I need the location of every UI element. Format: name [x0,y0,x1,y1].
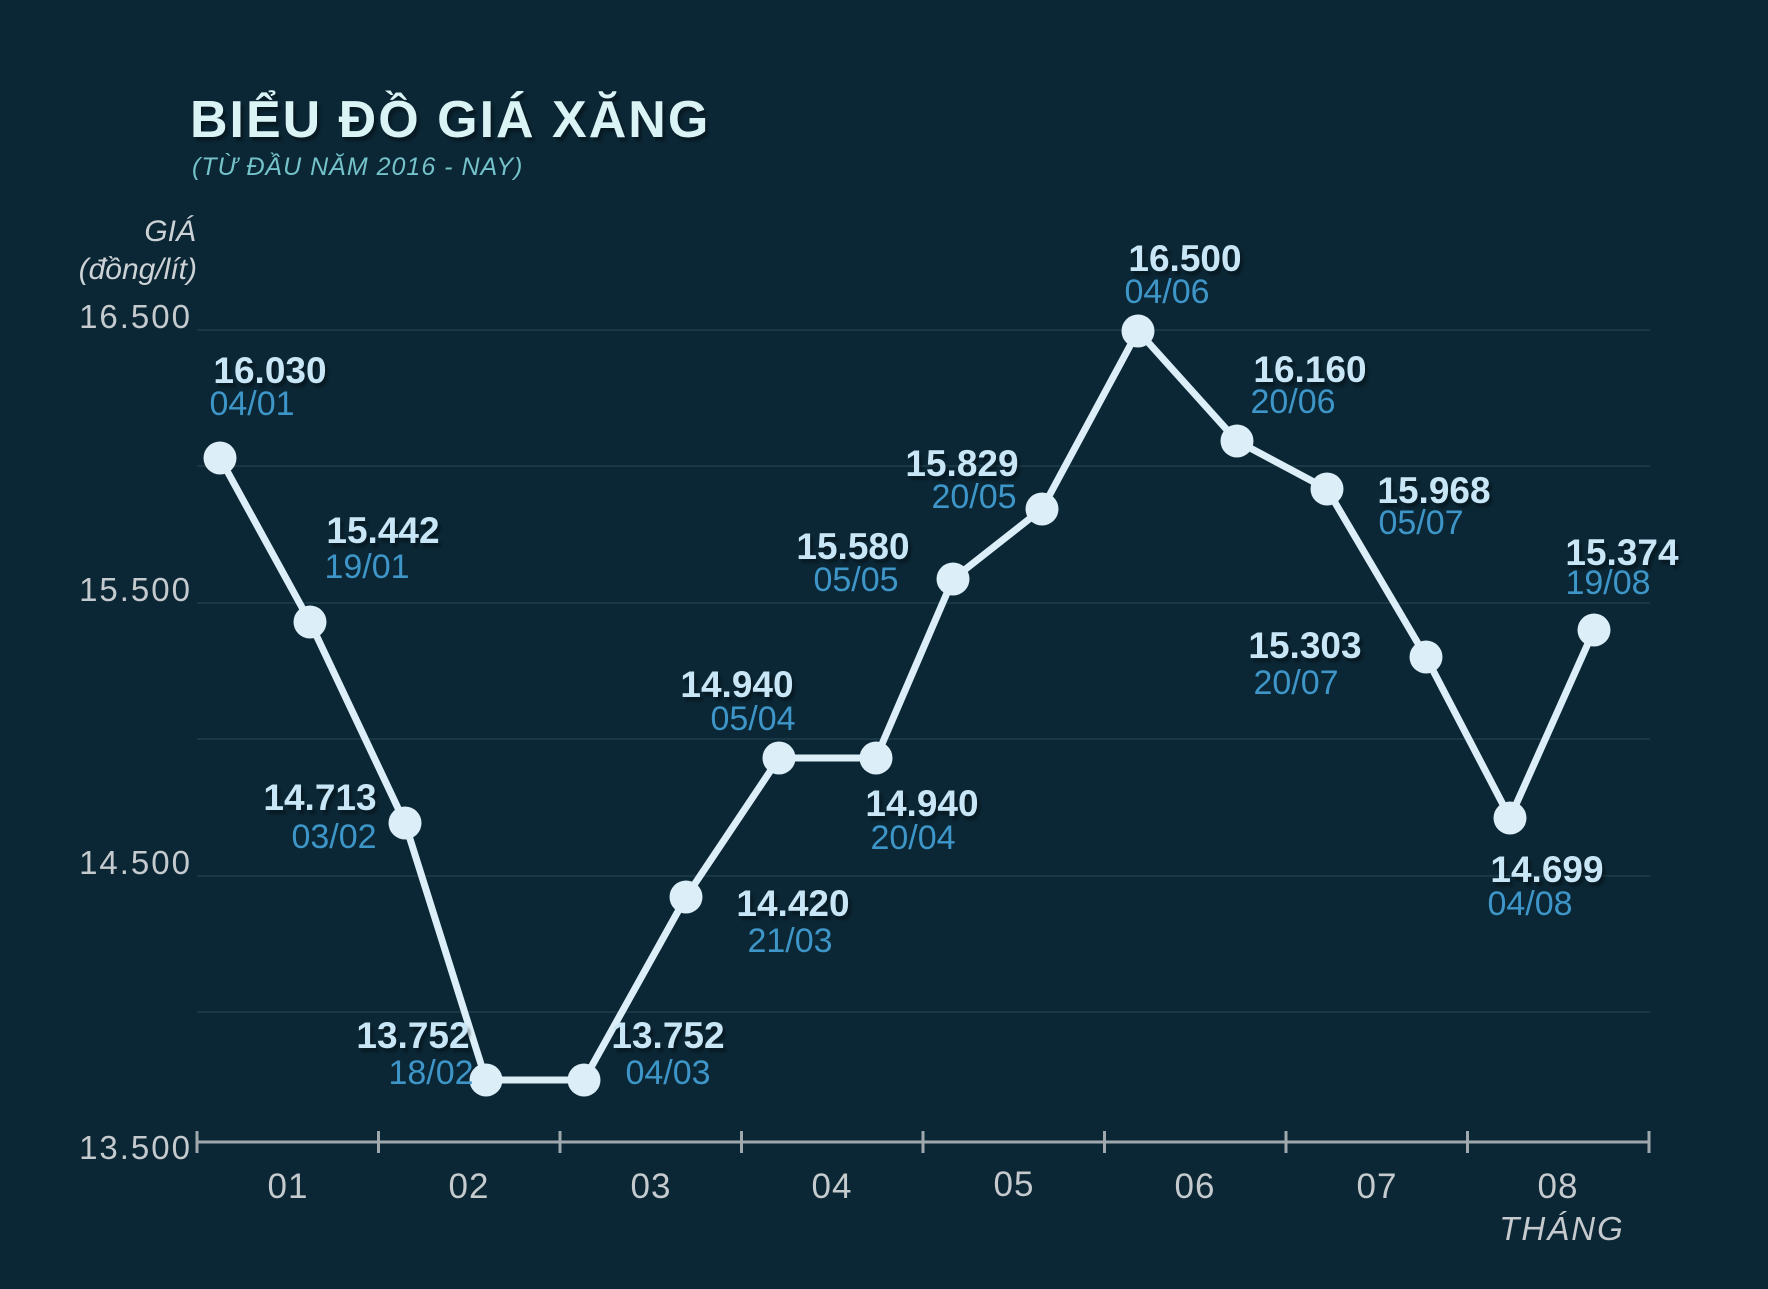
point-value-label: 15.968 [1377,470,1490,511]
x-tick-label: 08 [1538,1167,1579,1206]
point-date-label: 20/05 [931,478,1016,516]
point-value-label: 16.160 [1253,349,1366,390]
x-tick-label: 04 [812,1167,853,1206]
point-value-label: 13.752 [611,1015,724,1056]
y-axis-title-line1: GIÁ [144,215,196,248]
data-point [203,441,237,475]
data-point [936,562,970,596]
point-value-label: 15.442 [326,510,439,551]
point-date-label: 19/08 [1565,564,1650,602]
point-date-label: 04/06 [1124,273,1209,311]
data-point [762,741,796,775]
point-value-label: 15.374 [1565,532,1679,573]
data-point [1220,424,1254,458]
x-tick-label: 05 [994,1165,1035,1204]
data-point [1025,492,1059,526]
point-date-label: 19/01 [324,548,409,586]
point-value-label: 14.713 [263,777,376,818]
data-point [293,605,327,639]
data-point [1577,613,1611,647]
point-date-label: 20/06 [1250,383,1335,421]
point-value-label: 14.699 [1490,849,1603,890]
data-point [469,1063,503,1097]
point-value-label: 14.940 [865,783,978,824]
y-tick-label: 16.500 [79,298,192,335]
point-value-label: 15.580 [796,526,909,567]
point-value-label: 16.500 [1128,238,1241,279]
point-date-label: 03/02 [291,818,376,856]
point-date-label: 20/04 [870,819,955,857]
data-point [859,741,893,775]
data-point [669,880,703,914]
chart-layers: 16.03004/0115.44219/0114.71303/0213.7521… [195,238,1679,1153]
x-tick-label: 01 [268,1167,309,1206]
point-date-label: 04/03 [625,1054,710,1092]
x-tick-label: 07 [1357,1167,1398,1206]
point-date-label: 05/07 [1378,504,1463,542]
x-tick-label: 02 [449,1167,490,1206]
x-tick-label: 03 [631,1167,672,1206]
data-point [567,1063,601,1097]
x-tick-label: 06 [1175,1167,1216,1206]
x-axis-title: THÁNG [1499,1210,1625,1247]
point-value-label: 14.940 [680,664,793,705]
data-point [1493,801,1527,835]
data-point [1310,472,1344,506]
point-date-label: 21/03 [747,922,832,960]
point-value-label: 15.829 [905,443,1018,484]
data-point [388,806,422,840]
price-line [216,327,1598,1084]
y-tick-label: 15.500 [79,571,192,608]
point-date-label: 04/01 [209,385,294,423]
point-value-label: 14.420 [736,883,849,924]
y-axis-title-line2: (đồng/lít) [79,253,197,286]
y-tick-label: 13.500 [79,1129,192,1166]
data-point [1409,640,1443,674]
point-date-label: 05/04 [710,700,795,738]
point-date-label: 18/02 [388,1054,473,1092]
page-title: BIỂU ĐỒ GIÁ XĂNG [190,91,711,149]
point-date-label: 20/07 [1253,664,1338,702]
y-tick-label: 14.500 [79,844,192,881]
point-value-label: 16.030 [213,350,326,391]
data-point [1121,314,1155,348]
point-date-label: 04/08 [1487,885,1572,923]
point-date-label: 05/05 [813,561,898,599]
point-value-label: 15.303 [1248,625,1361,666]
page-subtitle: (TỪ ĐẦU NĂM 2016 - NAY) [192,153,524,181]
point-value-label: 13.752 [356,1015,469,1056]
